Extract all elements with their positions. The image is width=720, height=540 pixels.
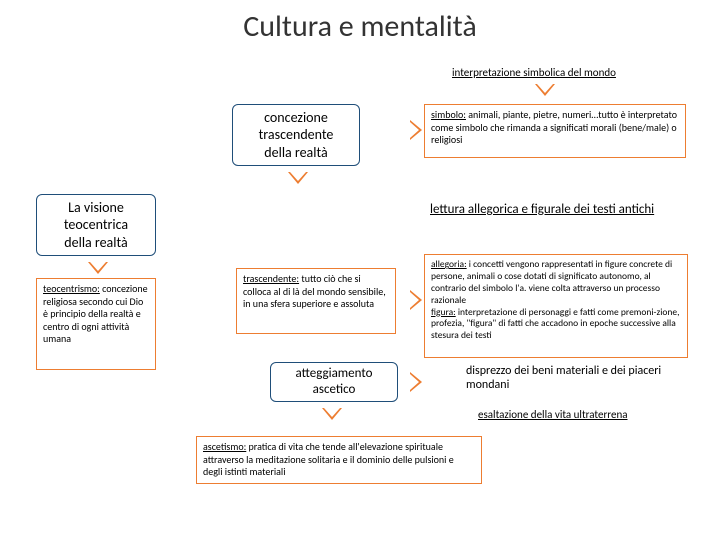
arrow-right-icon <box>410 372 422 392</box>
page-title: Cultura e mentalità <box>0 8 720 45</box>
text-disprezzo: disprezzo dei beni materiali e dei piace… <box>466 364 676 392</box>
box-line: atteggiamento <box>296 366 373 382</box>
def-allegoria-figura: allegoria: i concetti vengono rappresent… <box>424 254 688 358</box>
box-line: trascendente <box>259 126 334 144</box>
box-line: ascetico <box>313 382 356 398</box>
def-term: trascendente: <box>243 272 299 285</box>
heading-lettura: lettura allegorica e figurale dei testi … <box>430 202 690 217</box>
box-line: concezione <box>264 109 328 127</box>
arrow-down-icon <box>88 262 108 274</box>
def-ascetismo: ascetismo: pratica di vita che tende all… <box>196 436 482 484</box>
box-atteggiamento: atteggiamentoascetico <box>270 362 398 402</box>
box-visione: La visioneteocentricadella realtà <box>36 194 156 256</box>
arrow-down-icon <box>288 172 308 184</box>
def-term: ascetismo: <box>203 440 246 453</box>
box-line: La visione <box>68 199 124 217</box>
def-term: teocentrismo: <box>43 282 100 295</box>
arrow-right-icon <box>410 290 422 310</box>
heading-esaltazione: esaltazione della vita ultraterrena <box>478 408 628 421</box>
def-trascendente: trascendente: tutto ciò che si colloca a… <box>236 268 396 334</box>
box-line: della realtà <box>264 144 327 162</box>
def-term: simbolo: <box>431 108 466 121</box>
box-concezione: concezionetrascendentedella realtà <box>232 104 360 166</box>
def-simbolo: simbolo: animali, piante, pietre, numeri… <box>424 104 686 158</box>
box-line: teocentrica <box>64 216 128 234</box>
arrow-right-icon <box>410 120 422 140</box>
def-teocentrismo: teocentrismo: concezione religiosa secon… <box>36 278 156 370</box>
box-line: della realtà <box>64 234 127 252</box>
arrow-down-icon <box>322 408 342 420</box>
arrow-down-icon <box>535 84 555 96</box>
heading-interpretazione: interpretazione simbolica del mondo <box>452 66 616 79</box>
